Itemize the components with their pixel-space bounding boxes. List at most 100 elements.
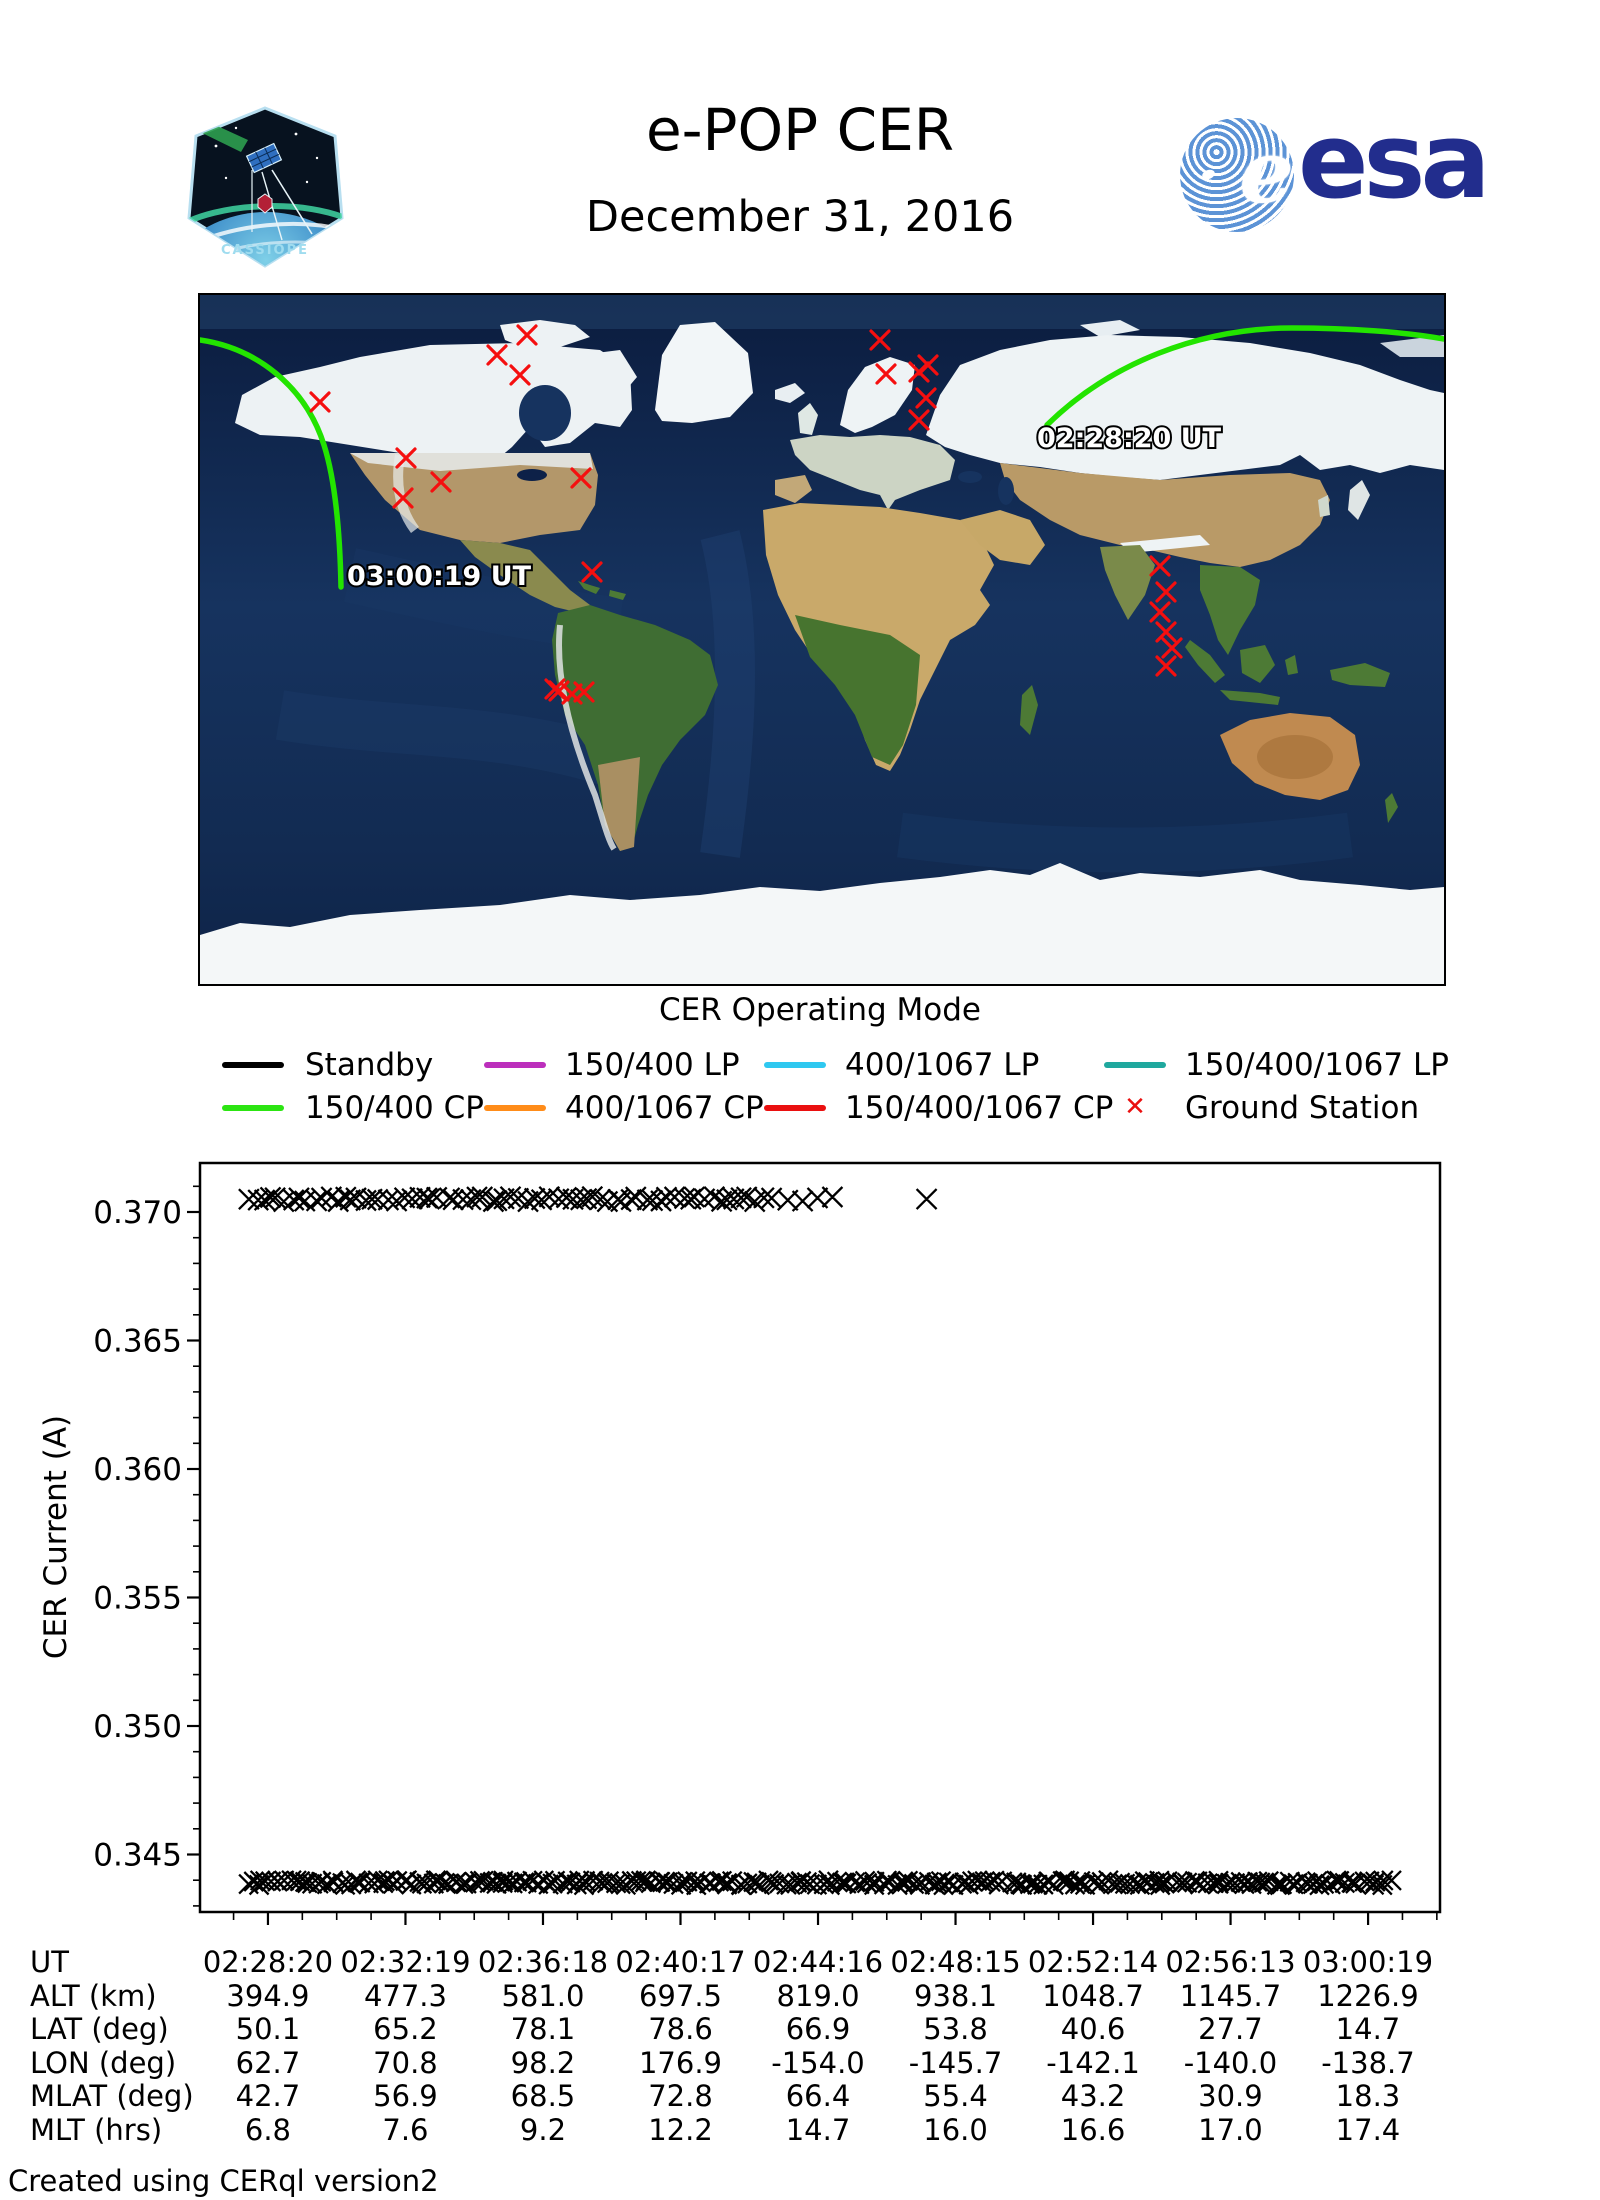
plot-frame [198,1161,1442,1914]
footer-note: Created using CERql version2 [8,2164,439,2198]
table-cell: 55.4 [923,2079,988,2113]
table-cell: 02:28:20 [202,1945,334,1979]
table-cell: 394.9 [226,1978,310,2013]
ground-station-markers [309,324,1183,705]
ground-station-marker [915,387,937,409]
map-annotations: 02:28:20 UT 03:00:19 UT [345,421,1224,594]
legend-swatch [484,1062,546,1068]
map-caption: CER Operating Mode [659,992,981,1028]
world-map-panel: 02:28:20 UT 03:00:19 UT [198,293,1446,986]
y-tick-label: 0.365 [93,1324,182,1360]
ground-station-marker [570,467,592,489]
table-cell: 98.2 [510,2045,576,2080]
ground-station-marker [1161,637,1183,659]
y-tick-label: 0.360 [93,1452,182,1488]
table-cell: 938.1 [914,1978,998,2013]
table-cell: 16.0 [923,2112,988,2147]
x-markers [238,1869,1402,1896]
map-time-annotation: 02:28:20 UT [1037,423,1222,454]
legend-swatch [222,1062,284,1068]
legend-swatch [764,1105,826,1111]
table-cell: 72.8 [648,2079,713,2113]
legend-swatch [1104,1062,1166,1068]
ground-station-marker [1149,601,1171,623]
table-row-label: MLAT (deg) [30,2079,194,2113]
table-cell: 30.9 [1198,2079,1263,2113]
legend-item-label: 400/1067 LP [845,1047,1040,1083]
cer-current-plot: 0.370 0.365 0.360 0.355 0.350 0.345 [93,1161,1442,1925]
table-cell: 02:40:17 [615,1945,746,1979]
table-cell: 02:48:15 [890,1945,1021,1979]
ground-station-marker [516,324,538,346]
table-cell: 66.9 [785,2012,851,2046]
ground-station-marker [875,363,897,385]
esa-e-glyph: e [1239,122,1294,223]
ground-station-marker [1149,555,1171,577]
table-cell: 42.7 [235,2079,301,2113]
legend-item-label: Ground Station [1185,1090,1420,1126]
page-subtitle: December 31, 2016 [585,192,1015,242]
table-cell: 66.4 [785,2079,851,2113]
ground-station-marker [917,354,939,376]
table-cell: 02:44:16 [752,1945,884,1979]
ground-station-marker [908,409,930,431]
cassiope-mission-patch-icon: CASSIOPE [186,106,344,268]
scatter-series-lower [238,1869,1402,1896]
table-cell: 1048.7 [1042,1978,1144,2013]
table-cell: 581.0 [501,1978,585,2013]
table-cell: 9.2 [519,2112,567,2147]
scatter-series-upper [238,1185,938,1213]
table-cell: 02:56:13 [1165,1945,1296,1979]
table-cell: 1226.9 [1317,1978,1419,2013]
legend-swatch [764,1062,826,1068]
table-row-label: UT [30,1945,69,1979]
ground-station-marker [392,487,414,509]
table-cell: -154.0 [771,2045,865,2080]
table-cell: -145.7 [908,2045,1003,2080]
table-cell: 176.9 [638,2045,723,2080]
table-cell: 78.6 [648,2012,713,2046]
table-cell: 7.6 [382,2112,429,2147]
table-cell: 1145.7 [1179,1978,1282,2013]
y-tick-label: 0.350 [93,1709,182,1745]
y-axis-label: CER Current (A) [38,1414,74,1660]
table-cell: -142.1 [1046,2045,1140,2080]
table-cell: 17.4 [1335,2112,1401,2147]
ground-station-marker [486,344,508,366]
table-cell: 62.7 [235,2045,301,2080]
table-cell: 43.2 [1060,2079,1126,2113]
ground-station-marker [309,391,331,413]
table-cell: 819.0 [776,1978,860,2013]
orbit-track-pass-end-arc [200,337,344,590]
legend-item-label: Standby [305,1047,434,1083]
table-cell: 65.2 [373,2012,438,2046]
ground-station-marker [869,329,891,351]
table-cell: 40.6 [1060,2012,1126,2046]
table-cell: 53.8 [923,2012,988,2046]
esa-dot [1200,168,1217,181]
table-cell: 70.8 [373,2045,438,2080]
y-tick-label: 0.370 [93,1195,182,1231]
orbit-track-pass-start-arc [1044,325,1444,428]
table-cell: -138.7 [1321,2045,1415,2080]
table-cell: 78.1 [510,2012,576,2046]
table-cell: 477.3 [363,1978,447,2013]
table-cell: 02:52:14 [1027,1945,1159,1979]
legend-item-label: 150/400 CP [305,1090,484,1126]
legend-swatch [484,1105,546,1111]
table-cell: 18.3 [1335,2079,1401,2113]
table-row-label: LON (deg) [30,2045,177,2080]
table-row-label: MLT (hrs) [30,2112,163,2147]
map-time-annotation: 03:00:19 UT [347,561,532,592]
esa-globe-icon: e [1180,118,1294,232]
continents [200,320,1444,984]
ground-station-marker [581,561,603,583]
table-cell: 68.5 [510,2079,576,2113]
ground-station-marker [1155,655,1177,677]
table-cell: 12.2 [648,2112,713,2147]
legend-item-label: 150/400/1067 CP [845,1090,1114,1126]
page-title: e-POP CER [645,96,955,164]
esa-wordmark: esa [1298,100,1491,222]
table-row-label: ALT (km) [30,1978,157,2013]
table-cell: 02:32:19 [340,1945,471,1979]
